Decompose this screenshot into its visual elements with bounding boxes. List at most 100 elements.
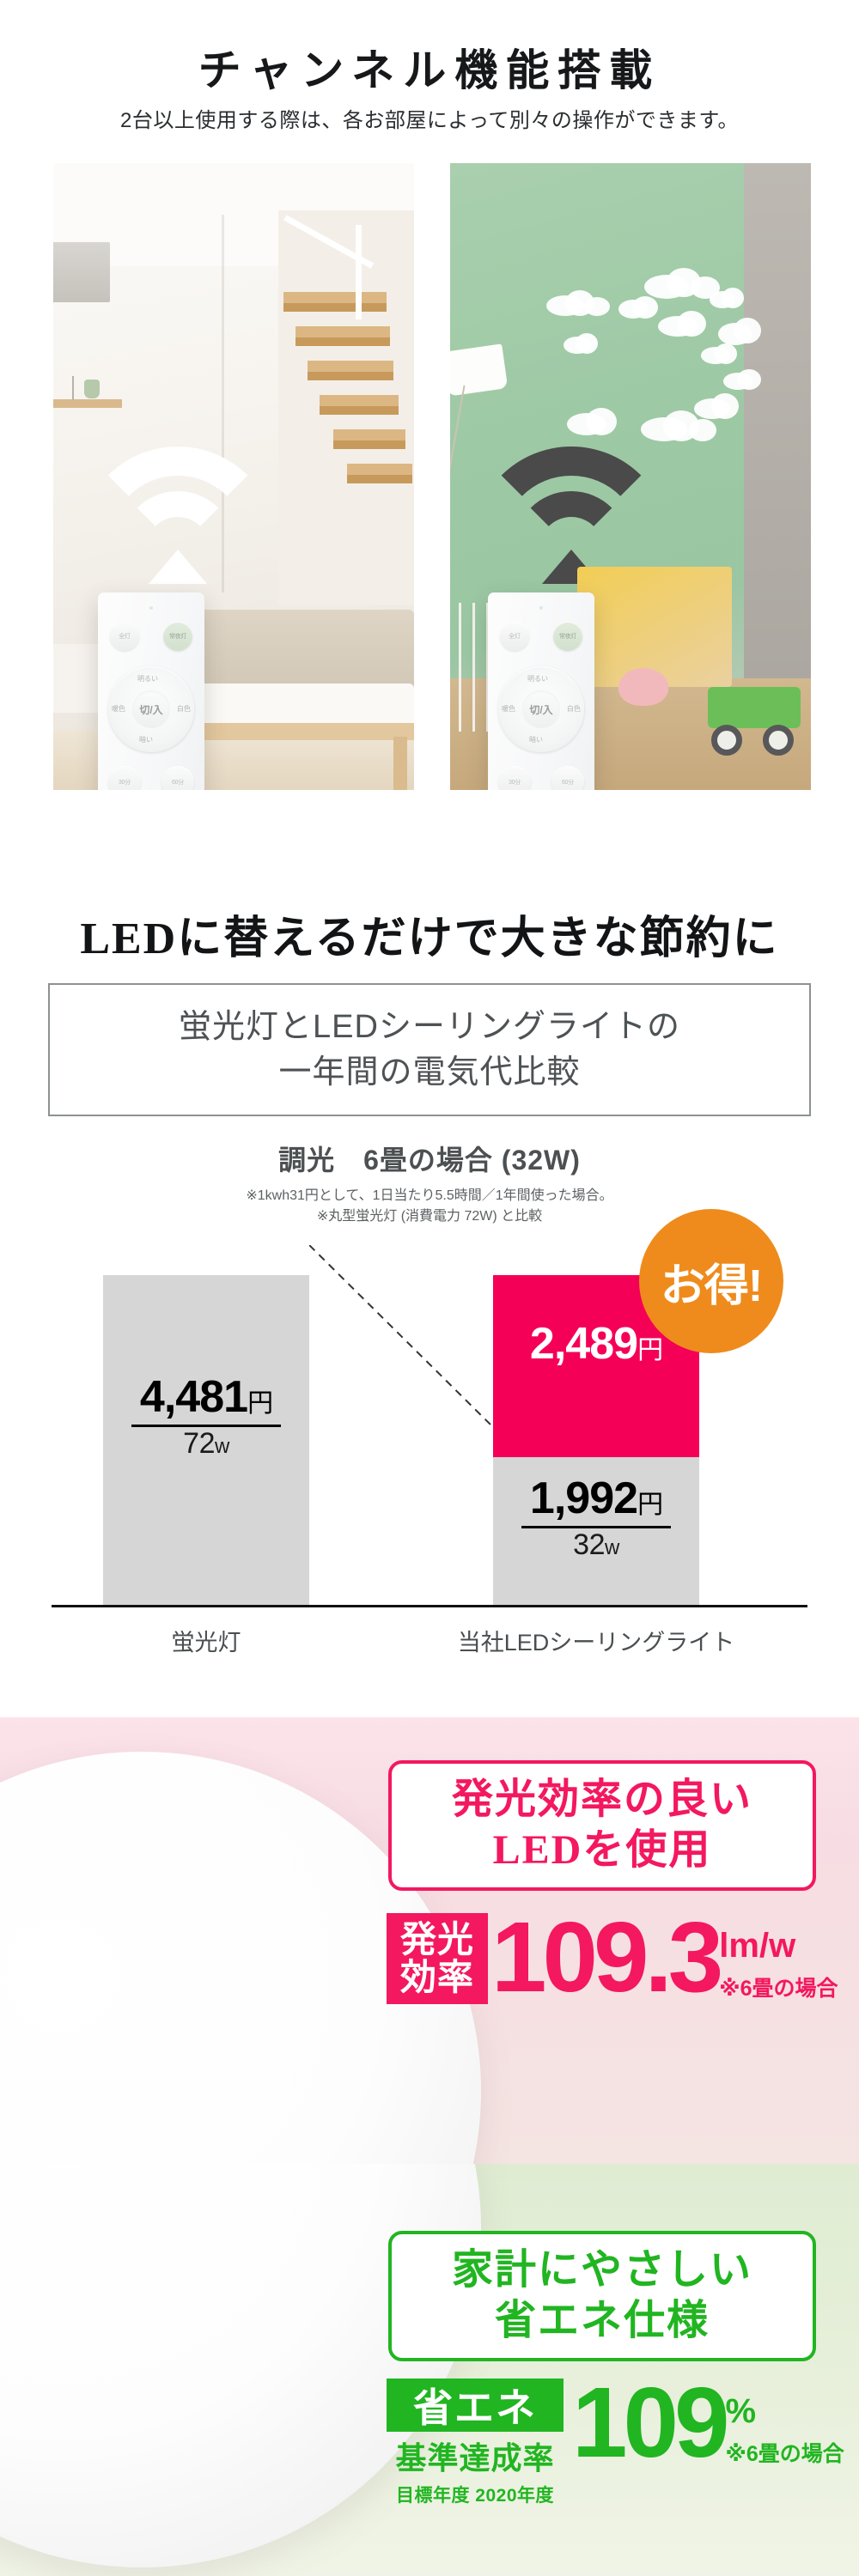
stair-riser	[347, 475, 412, 483]
label-dimmer[interactable]: 暗い	[139, 736, 153, 744]
label-white-color[interactable]: 白色	[177, 705, 191, 713]
efficiency-footnote: ※6畳の場合	[719, 1977, 838, 2001]
footnote-comparison: ※丸型蛍光灯 (消費電力 72W) と比較	[316, 1209, 543, 1224]
bar-fluorescent-value: 4,481円 72w	[103, 1371, 309, 1461]
channel-feature-section: チャンネル機能搭載 2台以上使用する際は、各お部屋によって別々の操作ができます。	[0, 0, 859, 850]
lamp-stem	[72, 376, 74, 400]
energy-saving-stat: 省エネ 基準達成率 目標年度 2020年度 109 % ※6畳の場合	[387, 2366, 844, 2507]
button-night-light[interactable]: 常夜灯	[163, 622, 192, 651]
bar-led-cost-segment: 1,992円 32w	[493, 1457, 699, 1606]
ir-led-indicator	[149, 606, 153, 610]
label-white-color[interactable]: 白色	[567, 705, 581, 713]
button-all-on[interactable]: 全灯	[500, 622, 529, 651]
energy-saving-target-year: 目標年度 2020年度	[395, 2486, 555, 2506]
remote-control[interactable]: 全灯 常夜灯 明るい 暖色 白色 暗い 切/入 30分 60分 CH メモリ1 …	[488, 592, 594, 790]
bar-led-watt: 32w	[573, 1528, 619, 1561]
efficiency-value: 109.3	[491, 1901, 723, 2013]
savings-title: LEDに替えるだけで大きな節約に	[80, 914, 779, 963]
wall-seam	[222, 215, 224, 592]
stair-tread	[333, 429, 405, 440]
savings-comparison-section: LEDに替えるだけで大きな節約に 蛍光灯とLEDシーリングライトの 一年間の電気…	[0, 850, 859, 1717]
comparison-headline-line2: 一年間の電気代比較	[278, 1054, 581, 1091]
lamp-stand	[450, 385, 466, 479]
stair-riser	[283, 303, 387, 312]
button-power[interactable]: 切/入	[132, 690, 170, 728]
bar-fluorescent-amount: 4,481円	[139, 1372, 273, 1422]
vase	[84, 380, 100, 398]
stair-riser	[320, 406, 399, 415]
stair-tread	[347, 464, 412, 475]
label-brighter[interactable]: 明るい	[137, 675, 158, 683]
channel-title: チャンネル機能搭載	[198, 46, 661, 94]
button-power[interactable]: 切/入	[522, 690, 560, 728]
button-timer-60[interactable]: 60分	[161, 766, 194, 790]
toy-pig	[618, 668, 668, 706]
stair-riser	[333, 440, 405, 449]
efficiency-unit: lm/w	[719, 1927, 796, 1965]
counter	[53, 399, 122, 408]
footnote-rate: ※1kwh31円として、1日当たり5.5時間／1年間使った場合。	[246, 1188, 613, 1203]
energy-saving-unit: %	[725, 2392, 757, 2430]
remote-control[interactable]: 全灯 常夜灯 明るい 暖色 白色 暗い 切/入 30分 60分 CH メモリ1 …	[98, 592, 204, 790]
efficiency-callout: 発光効率の良い LEDを使用	[388, 1760, 816, 1891]
energy-saving-achievement-label: 基準達成率	[395, 2440, 555, 2476]
stair-riser	[295, 337, 390, 346]
wifi-icon	[472, 447, 670, 610]
energy-saving-value: 109	[572, 2366, 730, 2478]
energy-saving-callout-line2: 省エネ仕様	[494, 2298, 710, 2343]
energy-saving-section: 家計にやさしい 省エネ仕様 省エネ 基準達成率 目標年度 2020年度 109 …	[0, 2164, 859, 2576]
stair-tread	[308, 361, 393, 372]
dimming-condition-label: 調光 6畳の場合 (32W)	[278, 1145, 581, 1176]
savings-connector-line	[309, 1245, 493, 1427]
wifi-icon	[79, 447, 277, 610]
energy-saving-callout: 家計にやさしい 省エネ仕様	[388, 2231, 816, 2361]
comparison-headline-box: 蛍光灯とLEDシーリングライトの 一年間の電気代比較	[48, 983, 811, 1116]
electricity-cost-bar-chart: 4,481円 72w 2,489円 1,992円	[0, 1209, 859, 1657]
button-timer-60[interactable]: 60分	[551, 766, 584, 790]
dial-control[interactable]: 明るい 暖色 白色 暗い 切/入	[498, 666, 584, 752]
label-warm-color[interactable]: 暖色	[502, 705, 515, 713]
button-all-on[interactable]: 全灯	[110, 622, 139, 651]
label-warm-color[interactable]: 暖色	[112, 705, 125, 713]
button-timer-30[interactable]: 30分	[498, 766, 531, 790]
stair-post	[356, 225, 362, 319]
efficiency-stat: 発光 効率 109.3 lm/w ※6畳の場合	[387, 1901, 838, 2013]
button-timer-30[interactable]: 30分	[108, 766, 141, 790]
bar-fluorescent: 4,481円 72w	[103, 1275, 309, 1606]
photo-living-room: 全灯 常夜灯 明るい 暖色 白色 暗い 切/入 30分 60分 CH メモリ1 …	[53, 163, 414, 790]
efficiency-callout-line2: LEDを使用	[492, 1827, 712, 1873]
chart-baseline-axis	[52, 1605, 807, 1607]
bar-led-savings-amount: 2,489円	[529, 1319, 663, 1369]
stair-riser	[308, 372, 393, 380]
bedding	[577, 567, 732, 687]
bar-led-cost-value: 1,992円 32w	[493, 1473, 699, 1562]
efficiency-tag-text: 発光 効率	[399, 1918, 474, 1997]
kitchen-hood	[53, 242, 110, 302]
efficiency-tag: 発光 効率	[387, 1913, 488, 2004]
axis-label-led: 当社LEDシーリングライト	[457, 1630, 735, 1656]
floor-lamp-shade	[450, 343, 509, 397]
bar-led-savings-value: 2,489円	[493, 1318, 699, 1370]
button-night-light[interactable]: 常夜灯	[553, 622, 582, 651]
toy-cart	[708, 678, 802, 756]
otoku-badge: お得!	[639, 1209, 783, 1353]
bed-leg	[393, 737, 407, 790]
bar-fluorescent-watt: 72w	[183, 1427, 229, 1460]
stair-tread	[295, 326, 390, 337]
ir-led-indicator	[539, 606, 543, 610]
stair-tread	[320, 395, 399, 406]
label-dimmer[interactable]: 暗い	[529, 736, 543, 744]
bar-led-cost-amount: 1,992円	[529, 1473, 663, 1523]
photo-nursery: 全灯 常夜灯 明るい 暖色 白色 暗い 切/入 30分 60分 CH メモリ1 …	[450, 163, 811, 790]
axis-label-fluorescent: 蛍光灯	[171, 1630, 241, 1656]
label-brighter[interactable]: 明るい	[527, 675, 548, 683]
energy-saving-footnote: ※6畳の場合	[725, 2442, 844, 2466]
luminous-efficiency-section: 発光効率の良い LEDを使用 発光 効率 109.3 lm/w ※6畳の場合	[0, 1717, 859, 2164]
comparison-headline-line1: 蛍光灯とLEDシーリングライトの	[179, 1009, 680, 1046]
energy-saving-tag-group: 省エネ 基準達成率 目標年度 2020年度	[387, 2379, 564, 2507]
dial-control[interactable]: 明るい 暖色 白色 暗い 切/入	[108, 666, 194, 752]
efficiency-callout-line1: 発光効率の良い	[451, 1777, 752, 1823]
stair-tread	[283, 292, 387, 303]
channel-subtitle: 2台以上使用する際は、各お部屋によって別々の操作ができます。	[119, 109, 740, 132]
energy-saving-tag: 省エネ	[387, 2379, 564, 2432]
